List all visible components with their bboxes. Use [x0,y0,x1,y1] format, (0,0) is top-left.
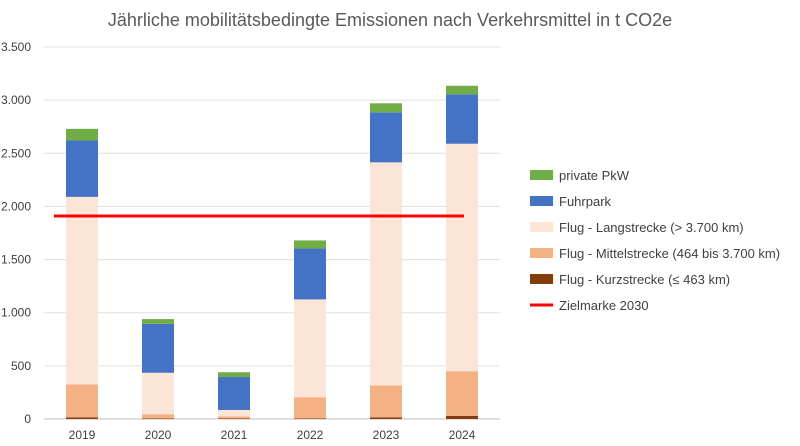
bar-segment [218,416,250,419]
bar-segment [294,240,326,249]
legend-item: Flug - Mittelstrecke (464 bis 3.700 km) [530,246,780,261]
y-tick-label: 2.000 [1,199,31,213]
x-tick-label: 2021 [221,428,248,442]
bar-segment [142,414,174,419]
legend: private PkW Fuhrpark Flug - Langstrecke (>… [530,168,780,313]
bar-segment [294,299,326,398]
x-tick-label: 2022 [297,428,324,442]
gridlines [44,46,500,420]
y-axis: 0 500 1.000 1.500 2.000 2.500 3.000 3.500 [1,40,31,426]
bar-segment [66,128,98,141]
legend-label: Flug - Mittelstrecke (464 bis 3.700 km) [559,246,780,261]
bar-segment [142,323,174,373]
bar-segment [370,112,402,163]
bar-segment [446,415,478,419]
bar-segment [294,248,326,300]
bars [66,85,478,419]
legend-item: Fuhrpark [530,194,612,209]
bar-segment [294,397,326,419]
legend-item: Flug - Kurzstrecke (≤ 463 km) [530,272,730,287]
bar-segment [66,417,98,419]
legend-swatch [530,222,553,232]
legend-swatch [530,274,553,284]
legend-label: Flug - Kurzstrecke (≤ 463 km) [559,272,730,287]
x-tick-label: 2020 [145,428,172,442]
bar-segment [370,417,402,419]
legend-label: private PkW [559,168,630,183]
x-axis: 2019 2020 2021 2022 2023 2024 [69,428,476,442]
chart-title: Jährliche mobilitätsbedingte Emissionen … [108,10,672,30]
bar-segment [218,377,250,410]
bar-segment [142,319,174,324]
bar-segment [66,140,98,197]
bar-segment [370,162,402,386]
y-tick-label: 3.500 [1,40,31,54]
legend-label: Fuhrpark [559,194,612,209]
legend-item: Zielmarke 2030 [530,298,649,313]
y-tick-label: 0 [24,412,31,426]
legend-swatch [530,170,553,180]
bar-segment [218,418,250,419]
bar-segment [446,371,478,416]
y-tick-label: 2.500 [1,146,31,160]
legend-label: Flug - Langstrecke (> 3.700 km) [559,220,744,235]
bar-segment [446,85,478,95]
bar-segment [66,196,98,385]
legend-label: Zielmarke 2030 [559,298,649,313]
x-tick-label: 2023 [373,428,400,442]
bar-segment [370,385,402,418]
x-tick-label: 2024 [449,428,476,442]
bar-segment [218,409,250,417]
bar-segment [446,143,478,372]
bar-segment [142,372,174,415]
legend-item: private PkW [530,168,630,183]
y-tick-label: 1.000 [1,306,31,320]
bar-segment [370,103,402,113]
legend-swatch [530,196,553,206]
bar-segment [142,418,174,419]
legend-swatch [530,248,553,258]
y-tick-label: 3.000 [1,93,31,107]
x-tick-label: 2019 [69,428,96,442]
legend-item: Flug - Langstrecke (> 3.700 km) [530,220,744,235]
bar-segment [446,94,478,144]
bar-segment [218,372,250,378]
bar-segment [294,418,326,419]
bar-segment [66,384,98,418]
y-tick-label: 500 [11,359,31,373]
y-tick-label: 1.500 [1,253,31,267]
